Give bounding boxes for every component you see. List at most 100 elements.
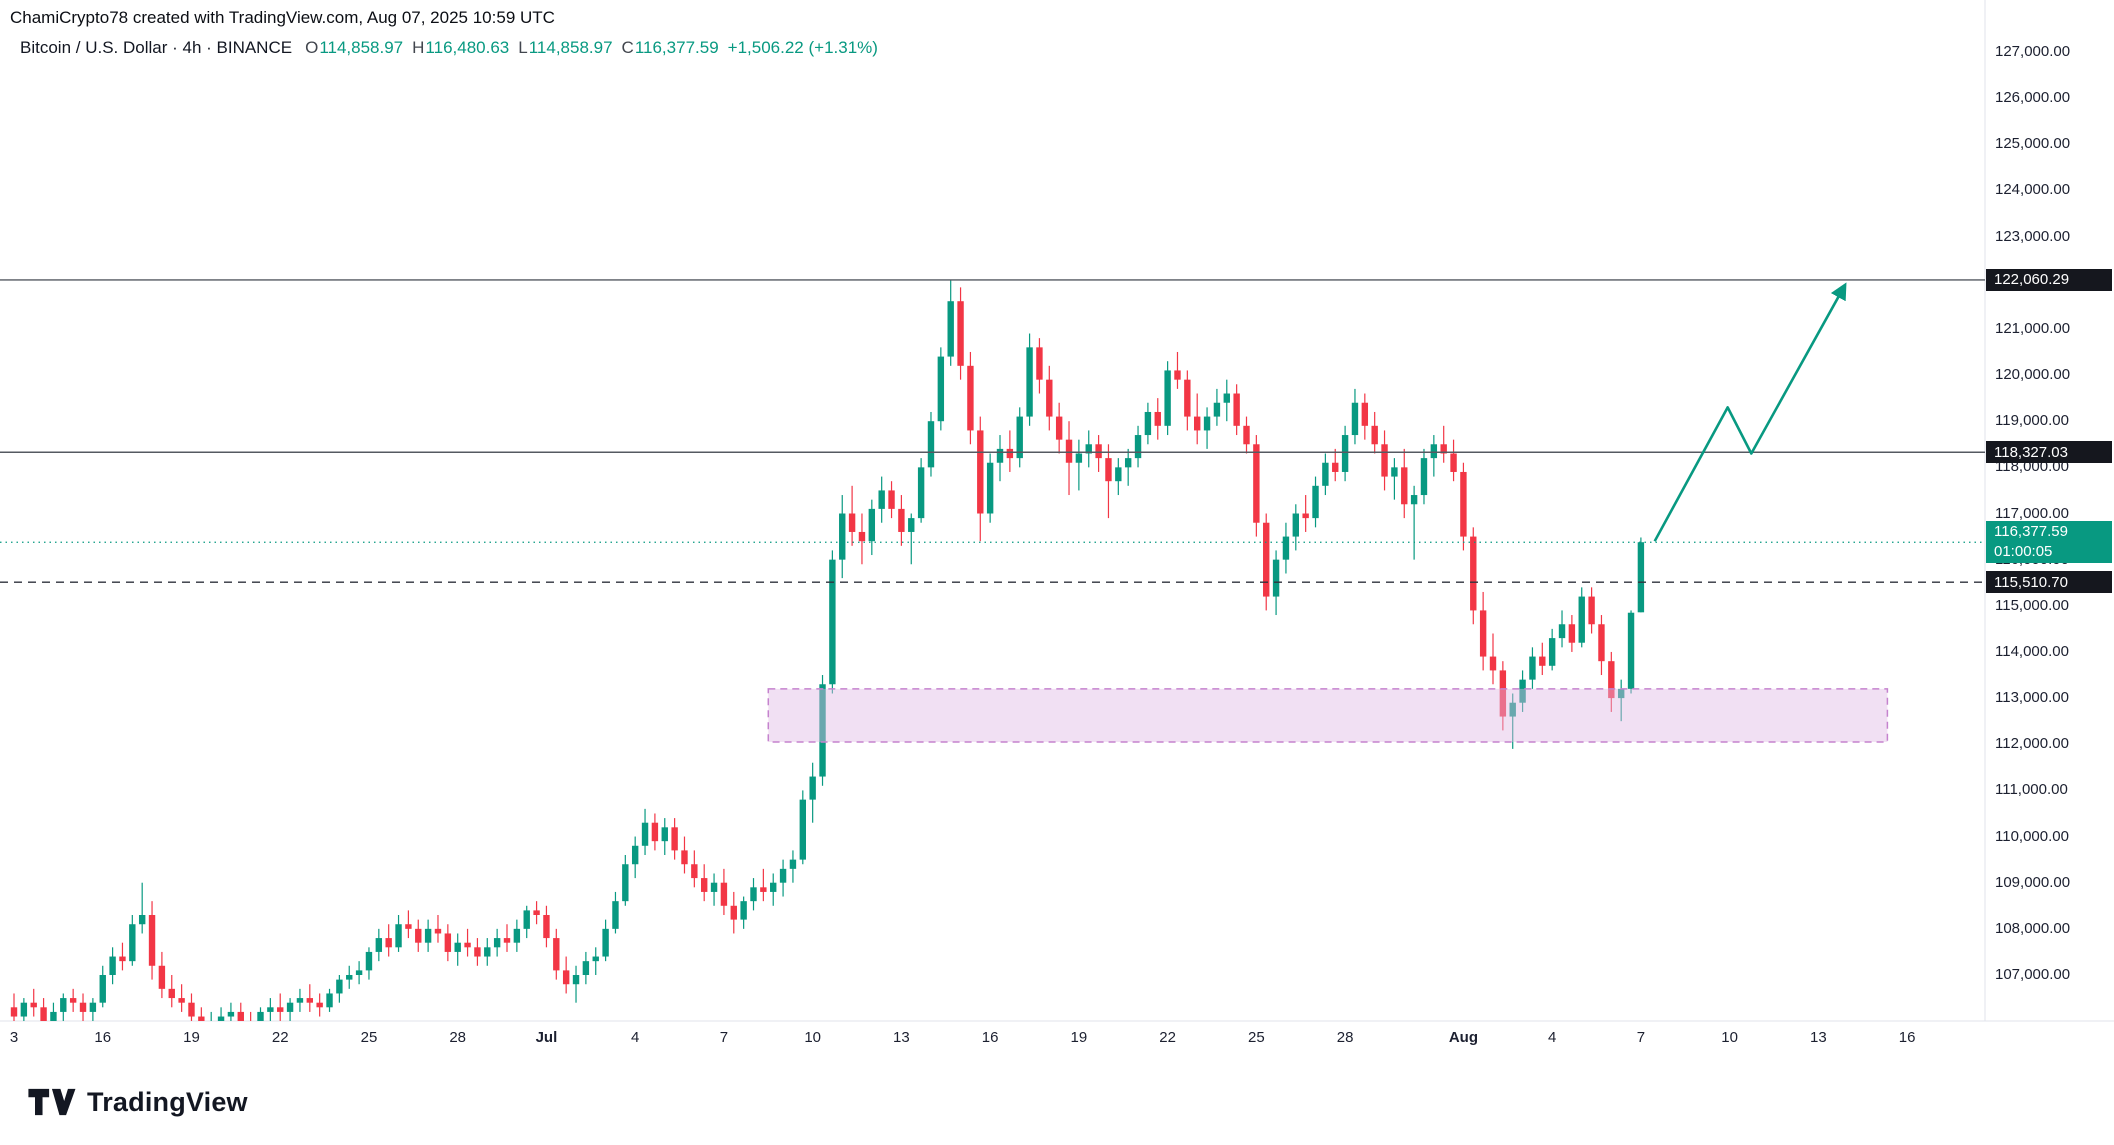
- candle: [395, 924, 402, 948]
- current-price-value: 116,377.59: [1994, 523, 2068, 541]
- candle: [365, 951, 373, 971]
- candle: [523, 910, 530, 929]
- candle: [562, 970, 570, 985]
- candle: [89, 1002, 97, 1012]
- candle: [1460, 471, 1467, 537]
- candle: [257, 1011, 264, 1021]
- close-value: 116,377.59: [634, 38, 719, 57]
- candle: [986, 462, 994, 514]
- close-label: C: [621, 38, 634, 57]
- candle: [1213, 402, 1221, 417]
- candle: [622, 864, 629, 902]
- candle: [434, 928, 442, 934]
- time-axis-label: 10: [1721, 1029, 1738, 1046]
- time-axis-label: 16: [1898, 1029, 1916, 1046]
- candle: [533, 910, 540, 916]
- candle: [789, 859, 797, 869]
- time-axis-label: 16: [981, 1029, 999, 1046]
- candle: [1410, 495, 1418, 505]
- candle: [1479, 610, 1487, 657]
- candle: [1401, 467, 1408, 505]
- candle: [582, 961, 590, 975]
- price-line-label-115510[interactable]: 115,510.70: [1986, 571, 2112, 594]
- candle: [750, 887, 757, 902]
- tradingview-logo-text: TradingView: [87, 1086, 248, 1117]
- candle: [809, 776, 816, 800]
- candle: [1105, 458, 1112, 482]
- candle: [1381, 444, 1388, 477]
- price-line-label-118327[interactable]: 118,327.03: [1986, 441, 2112, 464]
- candle: [424, 928, 432, 943]
- candle: [878, 490, 885, 509]
- projection-arrow[interactable]: [1653, 282, 1847, 542]
- candle: [671, 827, 678, 851]
- candle: [1233, 393, 1240, 426]
- candle: [996, 448, 1004, 463]
- candle: [819, 684, 826, 777]
- candle: [1036, 347, 1043, 380]
- candle: [1568, 624, 1576, 643]
- time-axis-label: 7: [719, 1029, 729, 1046]
- price-axis-label: 112,000.00: [1995, 735, 2069, 753]
- price-axis-label: 124,000.00: [1995, 181, 2071, 199]
- candle: [20, 1002, 28, 1017]
- change-value: +1,506.22 (+1.31%): [727, 38, 878, 57]
- candle: [1272, 559, 1280, 597]
- candle: [1253, 444, 1260, 523]
- tradingview-logo[interactable]: TradingView: [26, 1086, 248, 1118]
- candle: [326, 993, 333, 1008]
- candle: [1184, 379, 1191, 417]
- candle: [158, 965, 166, 989]
- candle: [1529, 656, 1536, 680]
- candle: [119, 956, 126, 962]
- candle: [217, 1016, 225, 1021]
- candle: [760, 887, 767, 892]
- candle: [198, 1016, 205, 1021]
- price-axis-label: 117,000.00: [1995, 504, 2069, 522]
- candle: [740, 901, 747, 920]
- candle: [405, 924, 412, 929]
- price-axis-label: 126,000.00: [1995, 89, 2071, 107]
- candle: [701, 878, 708, 892]
- time-axis-label: 7: [1636, 1029, 1646, 1046]
- candle: [908, 518, 915, 532]
- time-axis-label: 4: [631, 1029, 640, 1046]
- time-axis[interactable]: 3 16 19 22 25 28 Jul 4 7 10 13 16 19 22 25 28 Aug 4 7 10 13 1…: [0, 1023, 2114, 1055]
- price-axis-label: 123,000.00: [1995, 227, 2071, 245]
- candle: [188, 1002, 195, 1017]
- open-value: 114,858.97: [319, 38, 404, 57]
- symbol-legend[interactable]: Bitcoin / U.S. Dollar · 4h · BINANCE O 1…: [20, 38, 878, 58]
- candle: [661, 827, 668, 842]
- candle: [277, 1007, 284, 1012]
- ohlc-high: H 116,480.63: [412, 38, 509, 58]
- candle: [858, 531, 866, 542]
- candle: [1558, 624, 1566, 639]
- candle: [1134, 435, 1142, 459]
- time-axis-label: 13: [1810, 1029, 1827, 1046]
- candle: [306, 998, 313, 1003]
- candle: [30, 1002, 37, 1008]
- candle: [1341, 435, 1349, 472]
- price-line-label-122060[interactable]: 122,060.29: [1986, 268, 2112, 291]
- candle: [79, 1002, 87, 1012]
- symbol-title[interactable]: Bitcoin / U.S. Dollar · 4h · BINANCE: [20, 38, 293, 57]
- candle: [1174, 370, 1181, 380]
- candle: [1617, 688, 1625, 699]
- candle: [1637, 542, 1645, 613]
- candle: [385, 938, 392, 948]
- time-axis-label: 22: [1159, 1029, 1176, 1046]
- price-axis[interactable]: 127,000.00 126,000.00 125,000.00 124,000.00…: [1986, 0, 2114, 1021]
- candle: [799, 799, 806, 860]
- candle: [50, 1011, 57, 1021]
- candle: [1124, 458, 1132, 468]
- candle: [129, 924, 136, 962]
- candle: [237, 1011, 244, 1021]
- candle: [1440, 444, 1447, 454]
- candle: [1263, 522, 1270, 597]
- candle: [1489, 656, 1497, 671]
- current-price-badge: 116,377.59 01:00:05: [1986, 521, 2112, 564]
- support-zone[interactable]: [767, 688, 1889, 743]
- candle: [69, 998, 77, 1003]
